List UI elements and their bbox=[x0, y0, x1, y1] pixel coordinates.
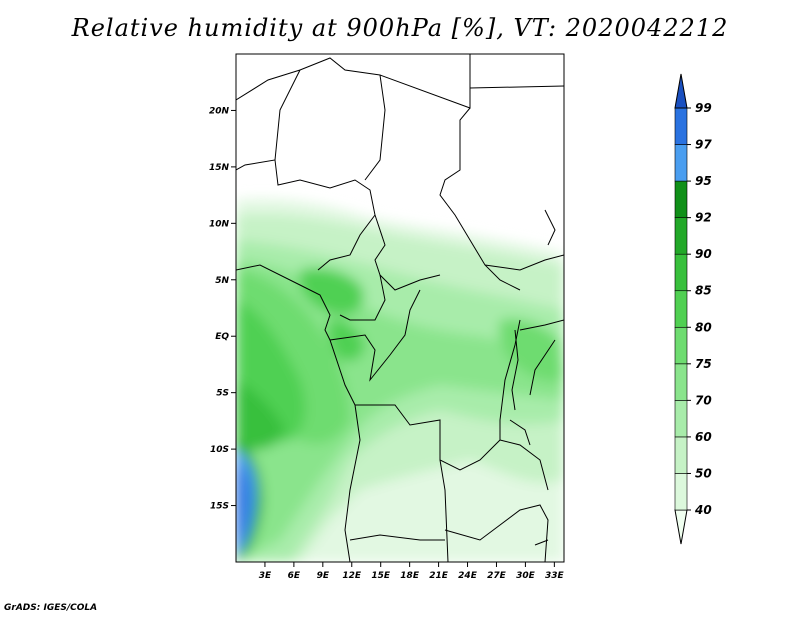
colorbar-segment bbox=[674, 107, 688, 145]
lat-tick-label: 5N bbox=[215, 276, 229, 286]
colorbar-segment bbox=[674, 436, 688, 474]
colorbar-level-label: 97 bbox=[695, 138, 712, 152]
colorbar-segment bbox=[674, 180, 688, 218]
colorbar-level-label: 90 bbox=[695, 247, 712, 261]
lon-tick-label: 18E bbox=[400, 571, 420, 581]
lon-tick-label: 21E bbox=[429, 571, 449, 581]
lat-tick-label: 10N bbox=[209, 219, 230, 229]
colorbar-segment bbox=[674, 290, 688, 328]
colorbar-segment bbox=[674, 144, 688, 182]
lon-tick-label: 27E bbox=[487, 571, 507, 581]
colorbar-segment bbox=[674, 363, 688, 401]
chart-title: Relative humidity at 900hPa [%], VT: 202… bbox=[71, 14, 729, 42]
colorbar: 40 50 60 70 75 80 85 90 92 95 97 99 bbox=[674, 73, 712, 545]
colorbar-segment bbox=[674, 326, 688, 365]
map-frame bbox=[235, 53, 565, 563]
lon-tick-label: 12E bbox=[342, 571, 362, 581]
lon-tick-label: 33E bbox=[545, 571, 565, 581]
lon-tick-label: 24E bbox=[458, 571, 478, 581]
colorbar-upper-arrow bbox=[674, 73, 688, 109]
colorbar-segment bbox=[674, 400, 688, 438]
colorbar-level-label: 75 bbox=[695, 357, 712, 371]
colorbar-level-label: 99 bbox=[695, 101, 712, 115]
colorbar-level-label: 50 bbox=[695, 466, 712, 480]
colorbar-segment bbox=[674, 473, 688, 511]
lat-tick-label: 20N bbox=[209, 106, 230, 116]
lon-tick-label: 6E bbox=[288, 571, 301, 581]
longitude-ticks: 3E 6E 9E 12E 15E 18E 21E 24E 27E 30E 33E bbox=[259, 562, 565, 581]
lat-tick-label: 10S bbox=[210, 445, 229, 455]
colorbar-level-label: 40 bbox=[694, 503, 712, 517]
colorbar-level-label: 92 bbox=[695, 211, 712, 225]
colorbar-level-label: 80 bbox=[695, 320, 712, 334]
lon-tick-label: 3E bbox=[259, 571, 272, 581]
lat-tick-label: 15N bbox=[209, 163, 230, 173]
lon-tick-label: 9E bbox=[317, 571, 330, 581]
lon-tick-label: 15E bbox=[371, 571, 391, 581]
colorbar-lower-arrow bbox=[674, 509, 688, 545]
lon-tick-label: 30E bbox=[516, 571, 536, 581]
colorbar-level-label: 60 bbox=[695, 430, 712, 444]
lat-tick-label: 5S bbox=[216, 389, 229, 399]
colorbar-segment bbox=[674, 253, 688, 292]
credit-label: GrADS: IGES/COLA bbox=[4, 603, 98, 613]
latitude-ticks: 20N 15N 10N 5N EQ 5S 10S 15S bbox=[209, 106, 236, 512]
colorbar-level-label: 95 bbox=[695, 174, 712, 188]
colorbar-level-label: 85 bbox=[695, 284, 712, 298]
lat-tick-label: EQ bbox=[215, 332, 229, 342]
lat-tick-label: 15S bbox=[210, 502, 229, 512]
humidity-field bbox=[236, 54, 564, 562]
country-borders bbox=[236, 54, 564, 562]
colorbar-segment bbox=[674, 217, 688, 255]
colorbar-level-label: 70 bbox=[695, 393, 712, 407]
